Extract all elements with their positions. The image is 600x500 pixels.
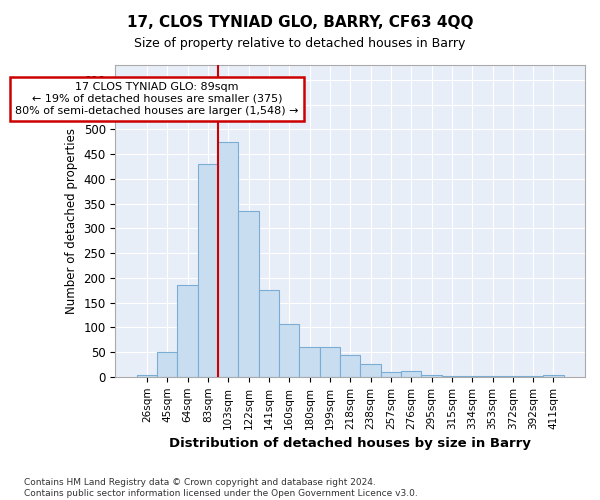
Y-axis label: Number of detached properties: Number of detached properties [65, 128, 78, 314]
Bar [320, 347, 340, 377]
Bar [259, 290, 279, 377]
Bar [401, 371, 421, 377]
Bar [361, 364, 381, 377]
Bar [178, 286, 198, 377]
Bar [198, 164, 218, 377]
X-axis label: Distribution of detached houses by size in Barry: Distribution of detached houses by size … [169, 437, 531, 450]
Bar [462, 376, 482, 377]
Bar [340, 354, 361, 377]
Bar [137, 376, 157, 377]
Text: 17 CLOS TYNIAD GLO: 89sqm
← 19% of detached houses are smaller (375)
80% of semi: 17 CLOS TYNIAD GLO: 89sqm ← 19% of detac… [16, 82, 299, 116]
Bar [381, 372, 401, 377]
Bar [544, 376, 563, 377]
Bar [218, 142, 238, 377]
Bar [238, 211, 259, 377]
Text: 17, CLOS TYNIAD GLO, BARRY, CF63 4QQ: 17, CLOS TYNIAD GLO, BARRY, CF63 4QQ [127, 15, 473, 30]
Text: Contains HM Land Registry data © Crown copyright and database right 2024.
Contai: Contains HM Land Registry data © Crown c… [24, 478, 418, 498]
Bar [279, 324, 299, 377]
Bar [421, 376, 442, 377]
Bar [157, 352, 178, 377]
Bar [442, 376, 462, 377]
Text: Size of property relative to detached houses in Barry: Size of property relative to detached ho… [134, 38, 466, 51]
Bar [299, 347, 320, 377]
